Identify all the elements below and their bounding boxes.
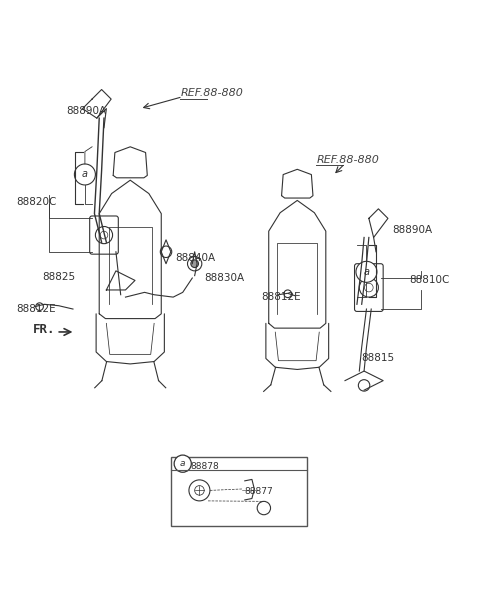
Text: 88840A: 88840A: [176, 253, 216, 262]
Circle shape: [191, 260, 199, 268]
Circle shape: [74, 164, 96, 185]
Text: 88812E: 88812E: [17, 304, 56, 314]
Circle shape: [174, 455, 192, 472]
Text: REF.88-880: REF.88-880: [316, 155, 379, 165]
Circle shape: [356, 261, 377, 282]
Text: 88815: 88815: [362, 353, 395, 363]
FancyBboxPatch shape: [171, 457, 307, 526]
Text: 88878: 88878: [190, 462, 219, 471]
Text: 88820C: 88820C: [17, 196, 57, 207]
Text: 88890A: 88890A: [66, 106, 106, 116]
Text: REF.88-880: REF.88-880: [180, 88, 243, 98]
Text: 88877: 88877: [245, 488, 274, 497]
FancyBboxPatch shape: [355, 264, 383, 311]
Text: a: a: [363, 267, 370, 277]
Text: 88830A: 88830A: [204, 273, 244, 283]
Text: 88890A: 88890A: [392, 225, 432, 235]
Text: a: a: [82, 170, 88, 180]
FancyBboxPatch shape: [90, 216, 118, 254]
Text: 88810C: 88810C: [409, 276, 450, 285]
Text: a: a: [180, 459, 185, 468]
Text: 88812E: 88812E: [262, 292, 301, 302]
Text: FR.: FR.: [33, 323, 55, 336]
Text: 88825: 88825: [42, 272, 75, 282]
